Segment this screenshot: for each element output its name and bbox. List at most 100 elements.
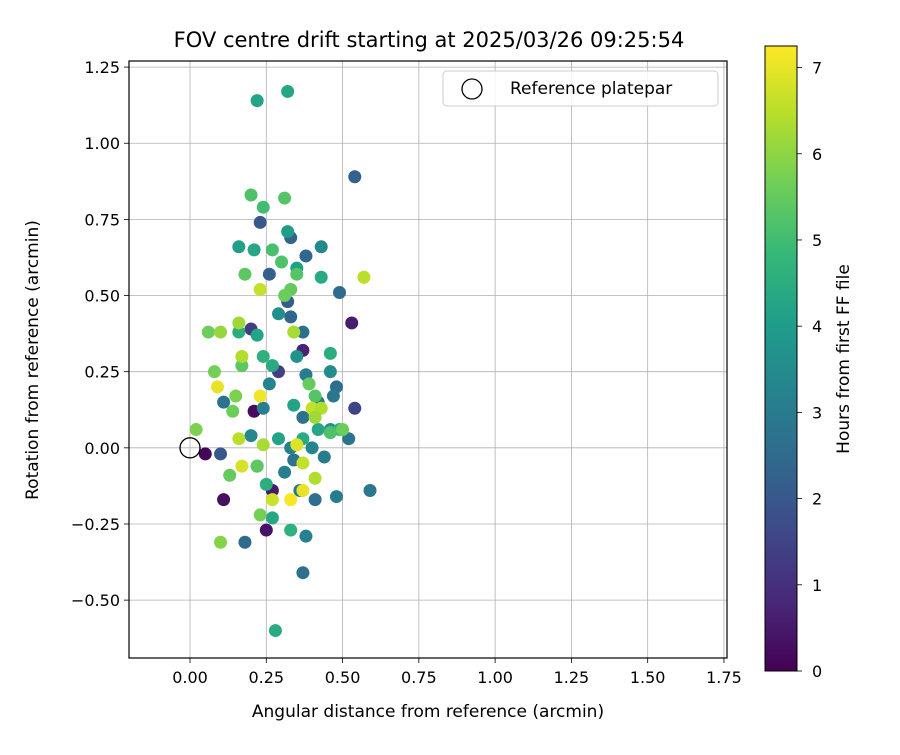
- scatter-point: [278, 465, 292, 479]
- scatter-point: [290, 267, 304, 281]
- scatter-point: [296, 410, 310, 424]
- scatter-point: [314, 401, 328, 415]
- scatter-point: [235, 359, 249, 373]
- colorbar-gradient: [764, 45, 798, 672]
- scatter-point: [345, 316, 359, 330]
- colorbar-tick-label: 3: [812, 403, 822, 422]
- scatter-point: [244, 429, 258, 443]
- scatter-point: [189, 423, 203, 437]
- y-axis-ticks: −0.50 −0.25 0.00 0.25 0.50 0.75 1.00 1.25: [71, 58, 129, 610]
- scatter-point: [284, 523, 298, 537]
- scatter-point: [290, 438, 304, 452]
- scatter-point: [317, 450, 331, 464]
- scatter-point: [311, 423, 325, 437]
- scatter-point: [268, 624, 282, 638]
- scatter-point: [238, 267, 252, 281]
- scatter-point: [256, 401, 270, 415]
- scatter-point: [214, 535, 228, 549]
- x-tick-label: 0.25: [248, 668, 284, 687]
- scatter-point: [201, 325, 215, 339]
- colorbar-label: Hours from first FF file: [834, 264, 854, 454]
- scatter-point: [217, 395, 231, 409]
- x-tick-label: 1.25: [554, 668, 590, 687]
- legend-label: Reference platepar: [510, 79, 672, 99]
- x-tick-label: 1.75: [706, 668, 742, 687]
- scatter-point: [308, 493, 322, 507]
- colorbar-tick-label: 4: [812, 317, 822, 336]
- x-tick-label: 1.50: [630, 668, 666, 687]
- scatter-point: [232, 325, 246, 339]
- scatter-point: [250, 328, 264, 342]
- scatter-point: [244, 188, 258, 202]
- colorbar-tick-label: 2: [812, 490, 822, 509]
- x-axis-label: Angular distance from reference (arcmin): [252, 702, 604, 722]
- y-tick-label: 0.75: [84, 210, 120, 229]
- legend-box: [442, 70, 719, 107]
- scatter-point: [287, 325, 301, 339]
- scatter-point: [329, 490, 343, 504]
- scatter-point: [342, 432, 356, 446]
- y-axis-label: Rotation from reference (arcmin): [23, 220, 43, 500]
- scatter-point: [232, 432, 246, 446]
- x-axis-ticks: 0.00 0.25 0.50 0.75 1.00 1.25 1.50 1.75: [172, 658, 742, 687]
- scatter-point: [302, 377, 316, 391]
- reference-marker: [179, 437, 201, 459]
- scatter-point: [284, 310, 298, 324]
- scatter-point: [296, 566, 310, 580]
- scatter-point: [290, 349, 304, 363]
- scatter-point: [281, 225, 295, 239]
- scatter-point: [278, 289, 292, 303]
- x-tick-label: 0.75: [401, 668, 437, 687]
- scatter-point: [198, 447, 212, 461]
- chart-title: FOV centre drift starting at 2025/03/26 …: [174, 28, 685, 52]
- x-tick-label: 0.00: [172, 668, 208, 687]
- scatter-point: [314, 270, 328, 284]
- scatter-point: [348, 170, 362, 184]
- y-tick-label: 0.00: [84, 439, 120, 458]
- scatter-point: [281, 84, 295, 98]
- scatter-point: [323, 365, 337, 379]
- colorbar-tick-label: 1: [812, 576, 822, 595]
- scatter-point: [253, 508, 267, 522]
- colorbar-tick-label: 0: [812, 662, 822, 681]
- scatter-point: [287, 398, 301, 412]
- scatter-point: [250, 94, 264, 108]
- legend: Reference platepar: [442, 70, 719, 107]
- scatter-point: [250, 459, 264, 473]
- scatter-point: [265, 511, 279, 525]
- scatter-point: [284, 493, 298, 507]
- colorbar-tick-label: 7: [812, 59, 822, 78]
- scatter-point: [256, 438, 270, 452]
- scatter-point: [299, 529, 313, 543]
- scatter-point: [265, 493, 279, 507]
- scatter-point: [323, 426, 337, 440]
- scatter-point: [296, 483, 310, 497]
- grid-lines: [129, 61, 727, 658]
- scatter-point: [256, 349, 270, 363]
- scatter-point: [207, 365, 221, 379]
- scatter-point: [217, 493, 231, 507]
- scatter-point: [265, 243, 279, 257]
- scatter-point: [272, 432, 285, 446]
- scatter-point: [333, 285, 347, 299]
- scatter-point: [259, 523, 273, 537]
- scatter-point: [247, 243, 261, 257]
- scatter-point: [336, 423, 350, 437]
- colorbar-ticks: 0 1 2 3 4 5 6 7: [797, 59, 822, 681]
- y-tick-label: 1.00: [84, 134, 120, 153]
- y-tick-label: −0.50: [71, 591, 120, 610]
- scatter-point: [226, 404, 240, 418]
- scatter-point: [210, 380, 224, 394]
- plot-frame: [128, 60, 728, 659]
- scatter-point: [308, 389, 322, 403]
- scatter-point: [214, 447, 228, 461]
- scatter-point: [357, 270, 371, 284]
- scatter-point: [265, 359, 279, 373]
- y-tick-label: 1.25: [84, 58, 120, 77]
- scatter-point: [259, 477, 273, 491]
- scatter-point: [229, 389, 243, 403]
- scatter-point: [299, 249, 313, 263]
- scatter-point: [314, 240, 328, 254]
- scatter-point: [296, 456, 310, 470]
- data-points: [189, 84, 377, 638]
